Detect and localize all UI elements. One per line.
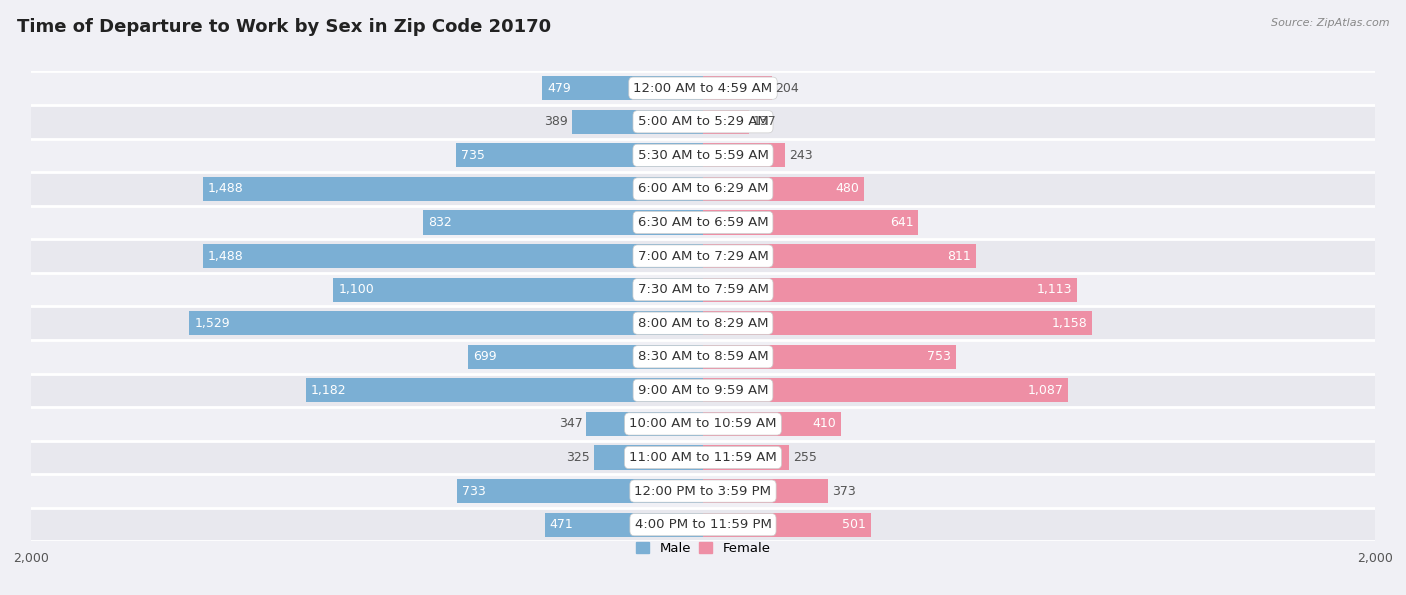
Bar xyxy=(31,273,1375,306)
Text: 1,113: 1,113 xyxy=(1036,283,1071,296)
Bar xyxy=(703,76,772,101)
Bar xyxy=(703,378,1069,402)
Text: 4:00 PM to 11:59 PM: 4:00 PM to 11:59 PM xyxy=(634,518,772,531)
Text: 255: 255 xyxy=(793,451,817,464)
Bar xyxy=(703,109,749,134)
Text: 10:00 AM to 10:59 AM: 10:00 AM to 10:59 AM xyxy=(630,418,776,430)
Bar xyxy=(703,143,785,167)
Text: 243: 243 xyxy=(789,149,813,162)
Text: 7:30 AM to 7:59 AM: 7:30 AM to 7:59 AM xyxy=(637,283,769,296)
Text: 12:00 AM to 4:59 AM: 12:00 AM to 4:59 AM xyxy=(634,82,772,95)
Text: 8:30 AM to 8:59 AM: 8:30 AM to 8:59 AM xyxy=(638,350,768,364)
Text: 137: 137 xyxy=(754,115,778,129)
Bar xyxy=(544,512,703,537)
Bar xyxy=(31,105,1375,139)
Text: 733: 733 xyxy=(461,484,485,497)
Text: 641: 641 xyxy=(890,216,914,229)
Text: 1,100: 1,100 xyxy=(339,283,374,296)
Bar xyxy=(31,306,1375,340)
Bar xyxy=(586,412,703,436)
Bar xyxy=(31,374,1375,407)
Bar xyxy=(31,508,1375,541)
Bar xyxy=(703,512,872,537)
Bar xyxy=(31,407,1375,441)
Text: 5:30 AM to 5:59 AM: 5:30 AM to 5:59 AM xyxy=(637,149,769,162)
Text: 389: 389 xyxy=(544,115,568,129)
Bar xyxy=(703,412,841,436)
Legend: Male, Female: Male, Female xyxy=(630,537,776,560)
Text: 7:00 AM to 7:29 AM: 7:00 AM to 7:29 AM xyxy=(638,249,768,262)
Bar xyxy=(31,239,1375,273)
Bar xyxy=(31,441,1375,474)
Text: 5:00 AM to 5:29 AM: 5:00 AM to 5:29 AM xyxy=(638,115,768,129)
Bar xyxy=(457,479,703,503)
Bar xyxy=(31,71,1375,105)
Text: 479: 479 xyxy=(547,82,571,95)
Bar xyxy=(703,211,918,234)
Bar xyxy=(703,311,1092,336)
Bar xyxy=(572,109,703,134)
Bar xyxy=(703,446,789,469)
Bar xyxy=(703,479,828,503)
Bar xyxy=(593,446,703,469)
Text: 6:00 AM to 6:29 AM: 6:00 AM to 6:29 AM xyxy=(638,183,768,195)
Text: 471: 471 xyxy=(550,518,574,531)
Bar xyxy=(31,340,1375,374)
Bar xyxy=(31,172,1375,206)
Bar xyxy=(703,277,1077,302)
Bar xyxy=(703,244,976,268)
Text: 204: 204 xyxy=(776,82,800,95)
Bar xyxy=(468,345,703,369)
Text: Source: ZipAtlas.com: Source: ZipAtlas.com xyxy=(1271,18,1389,28)
Text: 1,529: 1,529 xyxy=(194,317,229,330)
Text: 753: 753 xyxy=(927,350,950,364)
Bar xyxy=(31,206,1375,239)
Text: 410: 410 xyxy=(813,418,835,430)
Bar xyxy=(31,139,1375,172)
Bar xyxy=(31,474,1375,508)
Text: 832: 832 xyxy=(429,216,453,229)
Text: 325: 325 xyxy=(567,451,589,464)
Text: 735: 735 xyxy=(461,149,485,162)
Bar xyxy=(703,345,956,369)
Text: 501: 501 xyxy=(842,518,866,531)
Bar xyxy=(456,143,703,167)
Text: 811: 811 xyxy=(946,249,970,262)
Bar xyxy=(202,244,703,268)
Text: 347: 347 xyxy=(558,418,582,430)
Bar xyxy=(202,177,703,201)
Text: Time of Departure to Work by Sex in Zip Code 20170: Time of Departure to Work by Sex in Zip … xyxy=(17,18,551,36)
Text: 1,488: 1,488 xyxy=(208,183,243,195)
Bar xyxy=(423,211,703,234)
Text: 11:00 AM to 11:59 AM: 11:00 AM to 11:59 AM xyxy=(628,451,778,464)
Bar xyxy=(333,277,703,302)
Text: 1,158: 1,158 xyxy=(1052,317,1087,330)
Text: 12:00 PM to 3:59 PM: 12:00 PM to 3:59 PM xyxy=(634,484,772,497)
Text: 1,182: 1,182 xyxy=(311,384,346,397)
Text: 1,488: 1,488 xyxy=(208,249,243,262)
Bar xyxy=(703,177,865,201)
Text: 373: 373 xyxy=(832,484,856,497)
Text: 480: 480 xyxy=(835,183,859,195)
Text: 8:00 AM to 8:29 AM: 8:00 AM to 8:29 AM xyxy=(638,317,768,330)
Text: 699: 699 xyxy=(474,350,496,364)
Text: 6:30 AM to 6:59 AM: 6:30 AM to 6:59 AM xyxy=(638,216,768,229)
Bar xyxy=(307,378,703,402)
Bar xyxy=(190,311,703,336)
Text: 1,087: 1,087 xyxy=(1028,384,1063,397)
Text: 9:00 AM to 9:59 AM: 9:00 AM to 9:59 AM xyxy=(638,384,768,397)
Bar xyxy=(543,76,703,101)
